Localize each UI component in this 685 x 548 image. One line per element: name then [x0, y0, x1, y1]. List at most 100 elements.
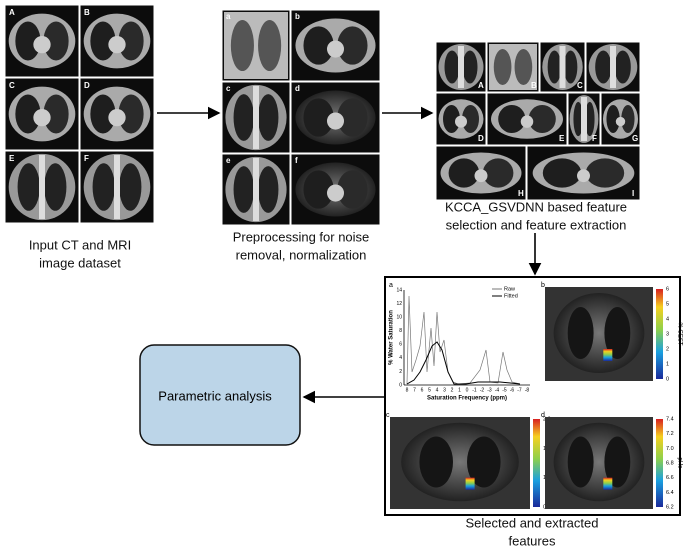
roi-overlay: [603, 477, 613, 490]
panel-label: d: [541, 412, 545, 419]
colorbar-tick-label: 7.2: [666, 431, 674, 437]
scan-lung: [621, 104, 635, 134]
scan-heart: [326, 112, 345, 130]
x-tick-label: 2: [451, 387, 454, 393]
mri-lung: [604, 436, 631, 488]
x-tick-label: 4: [436, 387, 439, 393]
caption: image dataset: [39, 255, 121, 270]
colorbar-tick-label: 6.6: [666, 475, 674, 481]
panel-label: D: [478, 134, 484, 143]
x-tick-label: -7: [517, 387, 522, 393]
scan-spine: [559, 46, 566, 88]
panel-label: f: [295, 156, 298, 165]
scan-lung: [258, 19, 282, 72]
scan-spine: [253, 86, 259, 149]
panel-label: a: [226, 12, 231, 21]
colorbar-label: % CEST: [676, 322, 682, 345]
panel-label: F: [592, 134, 597, 143]
fitted-curve: [406, 341, 521, 385]
caption: Input CT and MRI: [29, 237, 131, 252]
panel-label: b: [541, 282, 545, 289]
scan-lung: [595, 50, 612, 84]
x-tick-label: 5: [428, 387, 431, 393]
mri-lung: [467, 436, 501, 488]
scan-lung: [585, 158, 625, 188]
scan-lung: [337, 26, 368, 65]
scan-heart: [326, 184, 345, 202]
x-tick-label: -5: [502, 387, 507, 393]
mri-lung: [419, 436, 454, 488]
caption: removal, normalization: [236, 247, 367, 262]
scan-lung: [337, 98, 368, 137]
x-tick-label: 6: [421, 387, 424, 393]
roi-overlay: [465, 477, 475, 490]
panel-label: d: [295, 84, 300, 93]
colorbar-tick-label: 7.0: [666, 446, 674, 452]
panel-label: F: [84, 154, 89, 163]
colorbar-tick-label: 0: [666, 376, 669, 382]
y-tick-label: 6: [399, 342, 402, 348]
y-tick-label: 0: [399, 382, 402, 388]
scan-lung: [15, 21, 41, 61]
colorbar-tick-label: 6.2: [666, 504, 674, 510]
panel-label: B: [531, 81, 537, 90]
x-tick-label: 1: [458, 387, 461, 393]
scan-lung: [118, 21, 144, 61]
scan-lung: [15, 94, 41, 134]
caption: Preprocessing for noise: [233, 229, 370, 244]
scan-lung: [462, 104, 479, 134]
x-tick-label: -1: [472, 387, 477, 393]
scan-lung: [462, 50, 478, 84]
x-tick-label: -3: [487, 387, 492, 393]
scan-lung: [92, 163, 115, 211]
scan-lung: [498, 104, 526, 134]
x-tick-label: -2: [480, 387, 485, 393]
scan-lung: [230, 19, 254, 72]
mri-lung: [567, 436, 594, 488]
raw-curve: [406, 295, 521, 385]
scan-lung: [528, 104, 556, 134]
scan-lung: [303, 98, 334, 137]
colorbar-tick-label: 6: [666, 286, 669, 292]
scan-lung: [444, 50, 460, 84]
panel-label: E: [9, 154, 15, 163]
panel-label: B: [84, 8, 90, 17]
y-tick-label: 4: [399, 355, 402, 361]
scan-heart: [474, 169, 488, 183]
scan-spine: [581, 97, 587, 141]
scan-lung: [44, 163, 67, 211]
scan-lung: [43, 21, 69, 61]
x-tick-label: 8: [406, 387, 409, 393]
panel-label: c: [386, 412, 390, 419]
colorbar: [656, 419, 663, 507]
scan-heart: [108, 108, 126, 127]
scan-spine: [458, 46, 464, 88]
scan-lung: [337, 170, 368, 209]
scan-lung: [584, 101, 595, 137]
x-tick-label: 3: [443, 387, 446, 393]
panel-label: A: [9, 8, 15, 17]
caption: features: [509, 533, 556, 548]
scan-heart: [108, 35, 126, 54]
scan-lung: [563, 50, 578, 84]
x-axis-label: Saturation Frequency (ppm): [427, 396, 507, 402]
colorbar-tick-label: 7.4: [666, 416, 674, 422]
colorbar-tick-label: 1: [666, 361, 669, 367]
colorbar-tick-label: 6.4: [666, 490, 674, 496]
scan-lung: [17, 163, 40, 211]
colorbar-tick-label: 2: [666, 346, 669, 352]
scan-spine: [253, 158, 259, 221]
scan-heart: [520, 115, 534, 128]
scan-spine: [114, 155, 120, 219]
analysis-label: Parametric analysis: [158, 388, 272, 403]
scan-lung: [614, 50, 631, 84]
y-axis-label: % Water Saturation: [389, 310, 395, 365]
colorbar-tick-label: 3: [666, 331, 669, 337]
scan-lung: [448, 158, 480, 188]
colorbar-tick-label: 6.8: [666, 460, 674, 466]
panel-label: G: [632, 134, 638, 143]
y-tick-label: 12: [396, 301, 402, 307]
caption: selection and feature extraction: [446, 217, 627, 232]
mri-body: [401, 422, 519, 502]
panel-label: e: [226, 156, 231, 165]
